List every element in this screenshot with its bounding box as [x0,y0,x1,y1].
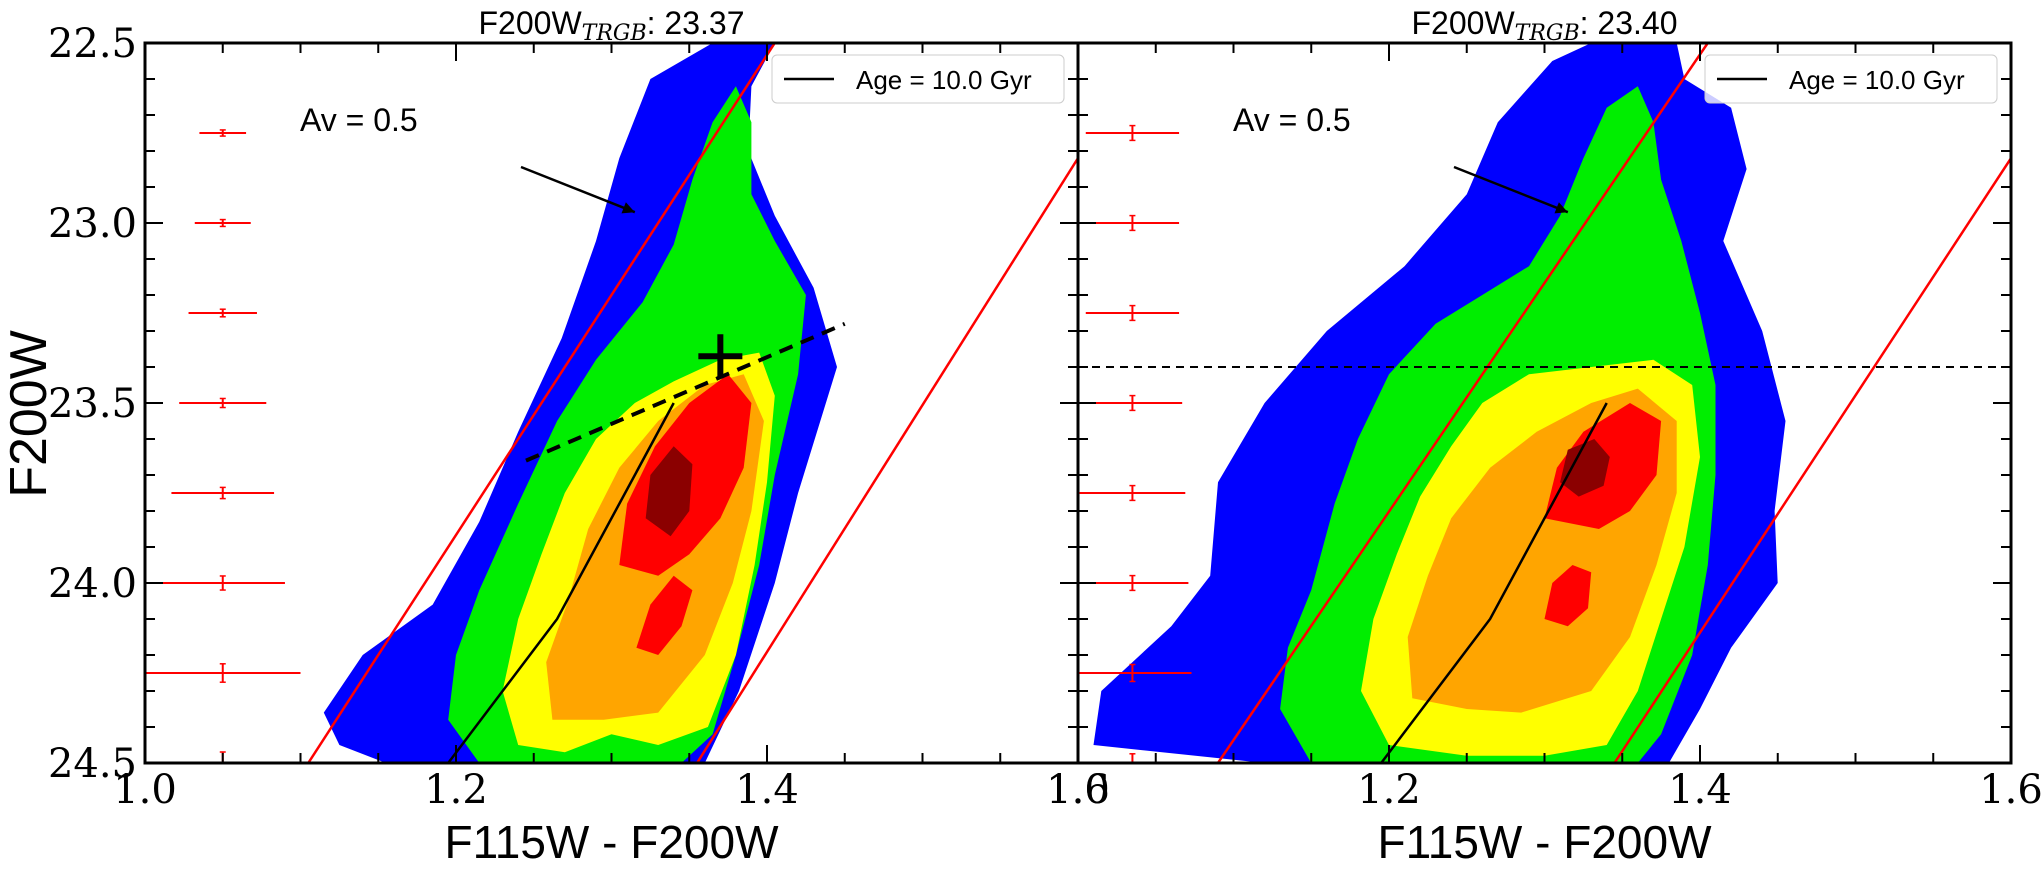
legend-box [1704,54,1998,104]
right-panel: Av = 0.5 Age = 10.0 Gyr 1.0 1.2 1.4 1.6 F115W … [1046,5,2043,868]
isochrone-line [1380,402,1608,763]
error-bar [194,218,251,228]
annotation-arrow-head [1554,202,1568,214]
y-tick-label: 24.5 [48,741,137,787]
error-bar [145,663,301,683]
error-bar [179,397,267,409]
plot-area [145,43,1078,763]
x-tick-label: 1.6 [1046,767,1110,813]
x-tick-label: 1.4 [735,767,799,813]
error-bar [1085,214,1180,232]
density-contour-level-5 [636,575,693,655]
error-bar [1079,484,1186,502]
error-bar [1085,304,1180,322]
annotation-label: Av = 0.5 [1233,102,1351,138]
x-tick-label: 1.4 [1668,767,1732,813]
x-tick-label: 1.0 [113,767,177,813]
x-axis-label: F115W - F200W [1378,816,1713,868]
annotation-arrow [520,165,636,214]
error-bar [1082,394,1183,412]
selection-boundary-line [1613,157,2011,763]
panel-title: F200WTRGB: 23.37 [479,5,745,46]
density-contour-level-6 [1560,439,1610,497]
selection-boundary-line [307,43,776,763]
x-tick-label: 1.2 [424,767,488,813]
density-contour-level-6 [645,446,693,537]
error-bar [1078,753,1195,763]
selection-boundary-line [1216,43,1709,763]
annotation-label: Av = 0.5 [300,102,418,138]
x-tick-label: 1.6 [1979,767,2043,813]
legend-box [771,54,1065,104]
legend-label: Age = 10.0 Gyr [1789,65,1965,95]
left-panel: Av = 0.5 Age = 10.0 Gyr 1.0 1.2 1.4 1.6 22.5 23… [48,5,1110,868]
error-bar [160,575,285,591]
y-axis-label: F200W [0,330,58,498]
y-tick-label: 24.0 [48,561,137,607]
annotation-arrow [1453,165,1569,214]
error-bar [199,129,247,137]
x-tick-label: 1.2 [1357,767,1421,813]
error-bar [171,486,275,500]
x-tick-label: 1.0 [1046,767,1110,813]
selection-boundary-line [695,157,1078,763]
legend-label: Age = 10.0 Gyr [856,65,1032,95]
isochrone-line [447,402,675,763]
y-tick-label: 23.0 [48,201,137,247]
annotation-arrow-head [621,202,635,214]
error-bar [1085,124,1180,142]
error-bar [1078,663,1192,683]
panel-title: F200WTRGB: 23.40 [1412,5,1678,46]
trgb-dashed-line [525,321,846,463]
y-tick-label: 22.5 [48,21,137,67]
x-axis-label: F115W - F200W [445,816,780,868]
density-contour-level-5 [1544,565,1592,627]
y-tick-label: 23.5 [48,381,137,427]
plot-area [1078,43,2011,763]
error-bar [188,308,257,318]
